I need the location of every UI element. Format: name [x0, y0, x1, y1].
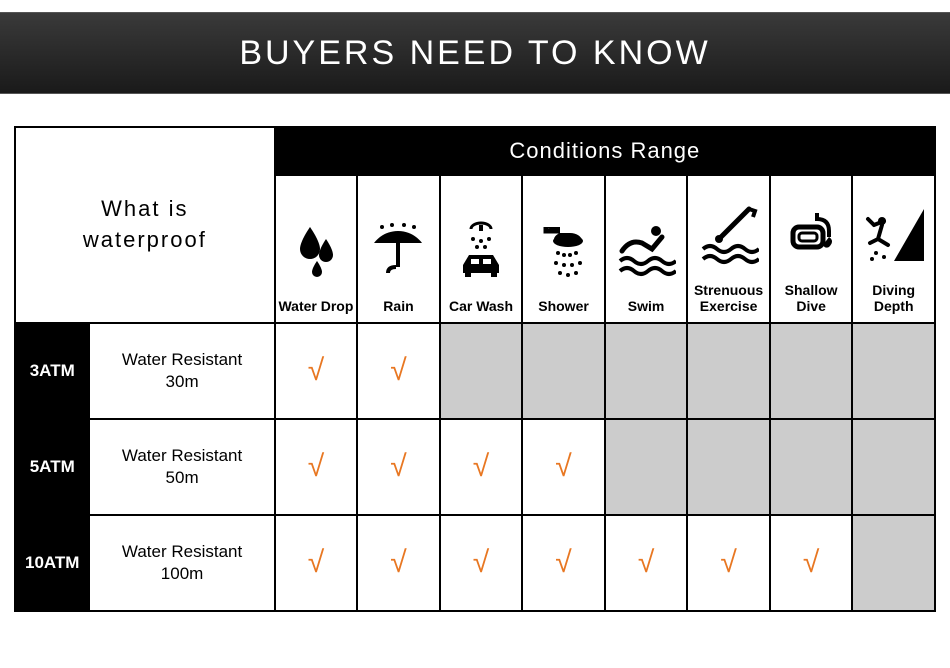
- data-cell: √: [522, 515, 605, 611]
- data-cell: √: [357, 419, 440, 515]
- data-cell: [687, 323, 770, 419]
- data-cell: √: [275, 419, 358, 515]
- shower-icon: [525, 208, 602, 294]
- check-icon: √: [473, 546, 489, 579]
- table-container: What iswaterproof Conditions Range Water…: [0, 94, 950, 612]
- check-icon: √: [390, 546, 406, 579]
- desc-cell: Water Resistant30m: [89, 323, 274, 419]
- data-cell: [770, 419, 853, 515]
- data-cell: [605, 419, 688, 515]
- check-icon: √: [555, 546, 571, 579]
- condition-rain: Rain: [357, 175, 440, 323]
- data-cell: [522, 323, 605, 419]
- check-icon: √: [555, 450, 571, 483]
- data-cell: [687, 419, 770, 515]
- condition-diving-depth: DivingDepth: [852, 175, 935, 323]
- condition-label: DivingDepth: [855, 282, 932, 314]
- banner: BUYERS NEED TO KNOW: [0, 12, 950, 94]
- water-drop-icon: [278, 208, 355, 294]
- table-row: 10ATMWater Resistant100m √ √ √ √ √ √ √: [15, 515, 935, 611]
- data-cell: [852, 323, 935, 419]
- check-icon: √: [390, 450, 406, 483]
- strenuous-icon: [690, 192, 767, 278]
- data-cell: [852, 515, 935, 611]
- condition-label: Swim: [608, 298, 685, 314]
- data-cell: √: [440, 419, 523, 515]
- check-icon: √: [473, 450, 489, 483]
- condition-car-wash: Car Wash: [440, 175, 523, 323]
- atm-cell: 5ATM: [15, 419, 89, 515]
- condition-label: ShallowDive: [773, 282, 850, 314]
- data-cell: [852, 419, 935, 515]
- condition-swim: Swim: [605, 175, 688, 323]
- atm-cell: 10ATM: [15, 515, 89, 611]
- waterproof-table: What iswaterproof Conditions Range Water…: [14, 126, 936, 612]
- check-icon: √: [803, 546, 819, 579]
- check-icon: √: [308, 450, 324, 483]
- banner-title: BUYERS NEED TO KNOW: [239, 34, 710, 73]
- condition-shallow-dive: ShallowDive: [770, 175, 853, 323]
- check-icon: √: [308, 546, 324, 579]
- table-body: 3ATMWater Resistant30m√√5ATMWater Resist…: [15, 323, 935, 611]
- condition-water-drop: Water Drop: [275, 175, 358, 323]
- condition-label: Rain: [360, 298, 437, 314]
- check-icon: √: [308, 354, 324, 387]
- car-wash-icon: [443, 208, 520, 294]
- data-cell: √: [357, 515, 440, 611]
- condition-label: Water Drop: [278, 298, 355, 314]
- swim-icon: [608, 208, 685, 294]
- data-cell: [605, 323, 688, 419]
- check-icon: √: [390, 354, 406, 387]
- table-row: 3ATMWater Resistant30m √ √: [15, 323, 935, 419]
- corner-header: What iswaterproof: [15, 127, 275, 323]
- desc-cell: Water Resistant100m: [89, 515, 274, 611]
- data-cell: √: [275, 323, 358, 419]
- rain-icon: [360, 208, 437, 294]
- check-icon: √: [720, 546, 736, 579]
- data-cell: √: [440, 515, 523, 611]
- desc-cell: Water Resistant50m: [89, 419, 274, 515]
- data-cell: [770, 323, 853, 419]
- diving-depth-icon: [855, 192, 932, 278]
- data-cell: √: [522, 419, 605, 515]
- condition-label: StrenuousExercise: [690, 282, 767, 314]
- condition-label: Car Wash: [443, 298, 520, 314]
- conditions-header: Conditions Range: [275, 127, 935, 175]
- data-cell: √: [357, 323, 440, 419]
- data-cell: √: [275, 515, 358, 611]
- data-cell: √: [687, 515, 770, 611]
- corner-text: What iswaterproof: [83, 196, 207, 252]
- check-icon: √: [638, 546, 654, 579]
- data-cell: [440, 323, 523, 419]
- shallow-dive-icon: [773, 192, 850, 278]
- data-cell: √: [770, 515, 853, 611]
- condition-label: Shower: [525, 298, 602, 314]
- condition-shower: Shower: [522, 175, 605, 323]
- atm-cell: 3ATM: [15, 323, 89, 419]
- data-cell: √: [605, 515, 688, 611]
- table-row: 5ATMWater Resistant50m √ √ √ √: [15, 419, 935, 515]
- condition-strenuous: StrenuousExercise: [687, 175, 770, 323]
